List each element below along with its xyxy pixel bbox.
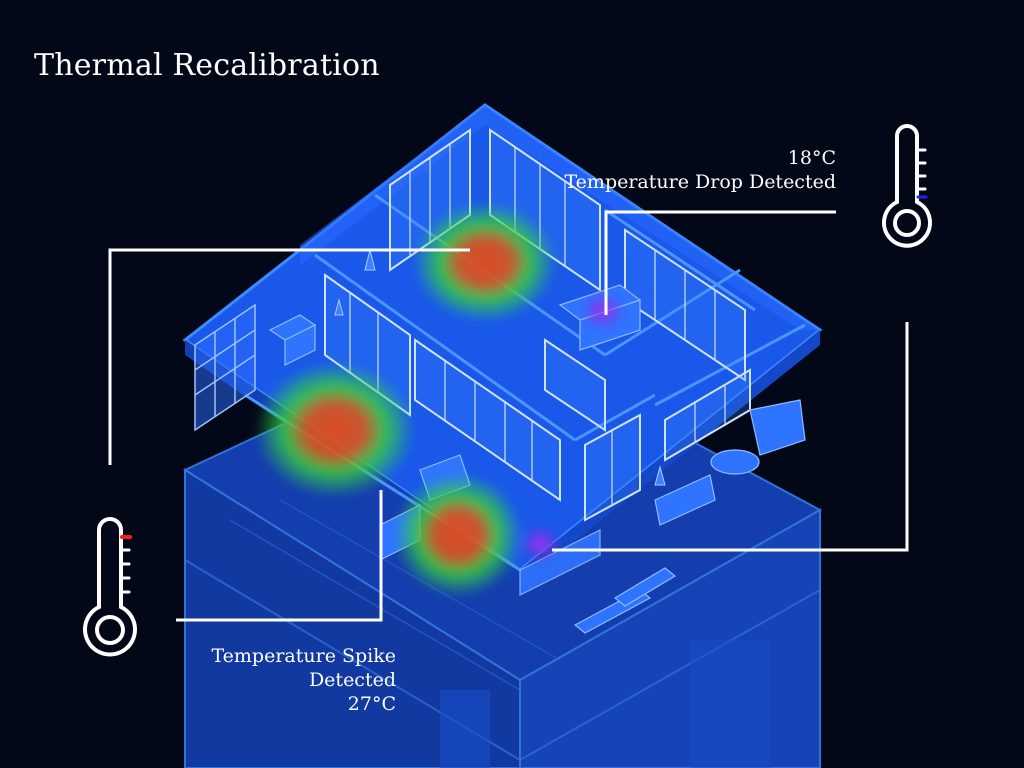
thermometer-icon bbox=[83, 517, 137, 657]
heat-spot-hot bbox=[394, 473, 522, 597]
page-title: Thermal Recalibration bbox=[34, 48, 380, 83]
callout-line-cold-right bbox=[552, 322, 909, 552]
spike-temperature-value: 27°C bbox=[347, 693, 396, 715]
heat-spot-cold bbox=[520, 526, 560, 562]
heat-spot-hot bbox=[413, 202, 557, 322]
callout-lines bbox=[108, 210, 909, 622]
heatmap-overlay bbox=[255, 202, 623, 597]
callout-line-hot-room bbox=[108, 248, 470, 465]
spike-alert-label: Temperature Spike Detected bbox=[211, 645, 396, 691]
callout-line-drop bbox=[604, 210, 836, 315]
callout-line-spike bbox=[176, 490, 383, 622]
heat-spot-hot bbox=[255, 362, 415, 498]
temperature-drop-callout: 18°C Temperature Drop Detected bbox=[476, 146, 836, 194]
heat-spot-cold bbox=[583, 293, 623, 329]
drop-alert-label: Temperature Drop Detected bbox=[564, 171, 836, 193]
shelving-unit bbox=[194, 303, 256, 432]
temperature-spike-callout: Temperature Spike Detected 27°C bbox=[140, 644, 396, 716]
thermometer-icon bbox=[882, 124, 932, 248]
drop-temperature-value: 18°C bbox=[787, 147, 836, 169]
